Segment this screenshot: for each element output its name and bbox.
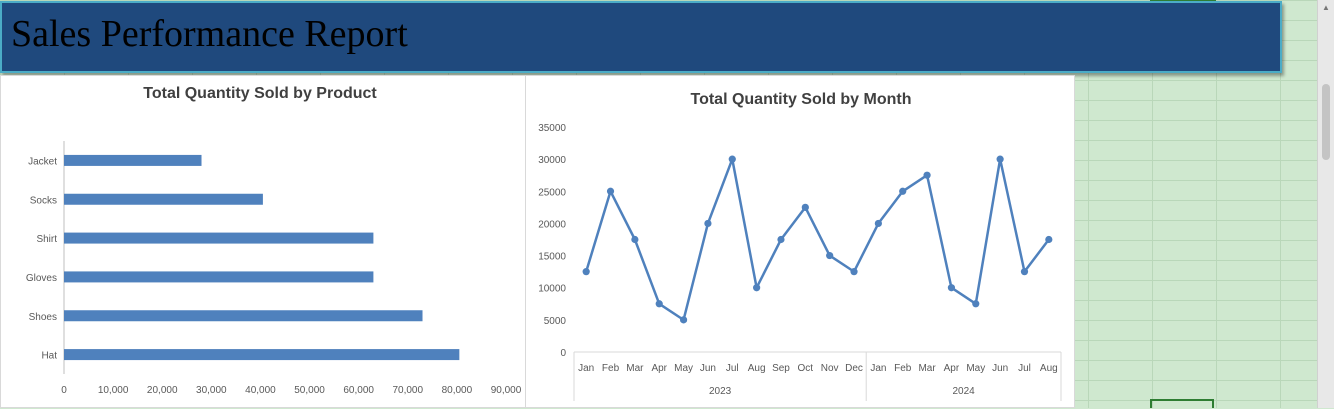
x-tick-label: May [674,363,693,374]
y-tick-label: 35000 [538,123,566,134]
category-label: Shirt [36,234,57,245]
data-point [1020,268,1029,276]
data-point [826,251,834,260]
x-tick-label: Jun [992,363,1008,374]
x-tick-label: Feb [894,363,912,374]
x-tick-label: Aug [748,363,766,374]
x-tick-label: Mar [918,363,936,374]
x-tick-label: Sep [772,363,790,374]
x-tick-label: Oct [798,363,814,374]
x-tick-label: 20,000 [147,385,178,396]
data-point [947,284,956,292]
x-tick-label: Feb [602,363,620,374]
data-point [777,235,785,244]
x-tick-label: 50,000 [294,385,325,396]
x-tick-label: 90,000 [491,385,522,396]
x-tick-label: Jun [700,363,716,374]
data-point [582,268,590,276]
x-tick-label: May [966,363,985,374]
chart-title: Total Quantity Sold by Month [690,91,911,108]
scrollbar-thumb[interactable] [1322,84,1330,160]
data-point [606,187,615,195]
report-banner[interactable]: Sales Performance Report [0,1,1282,73]
data-point [631,235,639,244]
data-point [996,155,1004,163]
monthly-line-chart-svg: Total Quantity Sold by Month 0 5000 10000 15… [538,91,1062,401]
y-tick-label: 5000 [544,316,567,327]
y-tick-label: 0 [560,348,566,359]
category-label: Jacket [28,156,57,167]
data-point [972,300,980,308]
y-tick-label: 10000 [538,284,566,295]
data-point [899,187,907,195]
x-tick-label: Apr [944,363,960,374]
vertical-scrollbar[interactable]: ▲ [1317,0,1334,408]
x-tick-label: Jul [726,363,739,374]
bar-jacket [64,154,202,166]
category-label: Hat [41,351,57,362]
data-point [753,284,761,292]
product-bar-chart[interactable]: Total Quantity Sold by Product Jacket Sock… [0,75,526,408]
data-point [704,219,712,228]
x-tick-label: 0 [61,385,67,396]
selected-cell[interactable] [1150,399,1214,408]
bar-gloves [64,271,374,283]
category-label: Socks [30,195,57,206]
data-point [923,171,931,179]
y-tick-label: 30000 [538,155,566,166]
x-tick-label: Jan [578,363,594,374]
x-group-label: 2024 [952,386,975,397]
x-group-label: 2023 [709,386,732,397]
x-tick-label: Dec [845,363,863,374]
x-tick-label: Jul [1018,363,1031,374]
x-tick-label: Mar [626,363,644,374]
data-point [850,268,858,276]
category-label: Gloves [26,273,57,284]
data-point [679,316,688,324]
product-bar-chart-svg: Total Quantity Sold by Product Jacket Sock… [26,85,522,396]
data-point [728,155,736,163]
series-line [584,157,1050,322]
x-tick-label: Jan [870,363,886,374]
x-tick-label: 80,000 [442,385,473,396]
y-tick-label: 20000 [538,219,566,230]
data-point [655,300,663,308]
chart-title: Total Quantity Sold by Product [143,85,377,102]
data-point [801,203,809,211]
bar-shirt [64,232,374,244]
report-title: Sales Performance Report [11,13,408,55]
bar-shoes [64,310,423,322]
y-tick-label: 15000 [538,252,566,263]
y-tick-label: 25000 [538,187,566,198]
bar-hat [64,349,460,361]
data-point [1045,235,1053,244]
x-tick-label: 60,000 [343,385,374,396]
x-tick-label: Aug [1040,363,1058,374]
scroll-up-icon[interactable]: ▲ [1322,3,1330,12]
x-tick-label: Apr [651,363,667,374]
x-tick-label: 40,000 [245,385,276,396]
category-label: Shoes [29,312,57,323]
monthly-line-chart[interactable]: Total Quantity Sold by Month 0 5000 10000 15… [525,75,1075,408]
x-tick-label: 30,000 [196,385,227,396]
x-tick-label: 10,000 [98,385,129,396]
data-point [874,219,882,228]
bar-socks [64,193,263,205]
x-tick-label: Nov [821,363,839,374]
x-tick-label: 70,000 [392,385,423,396]
